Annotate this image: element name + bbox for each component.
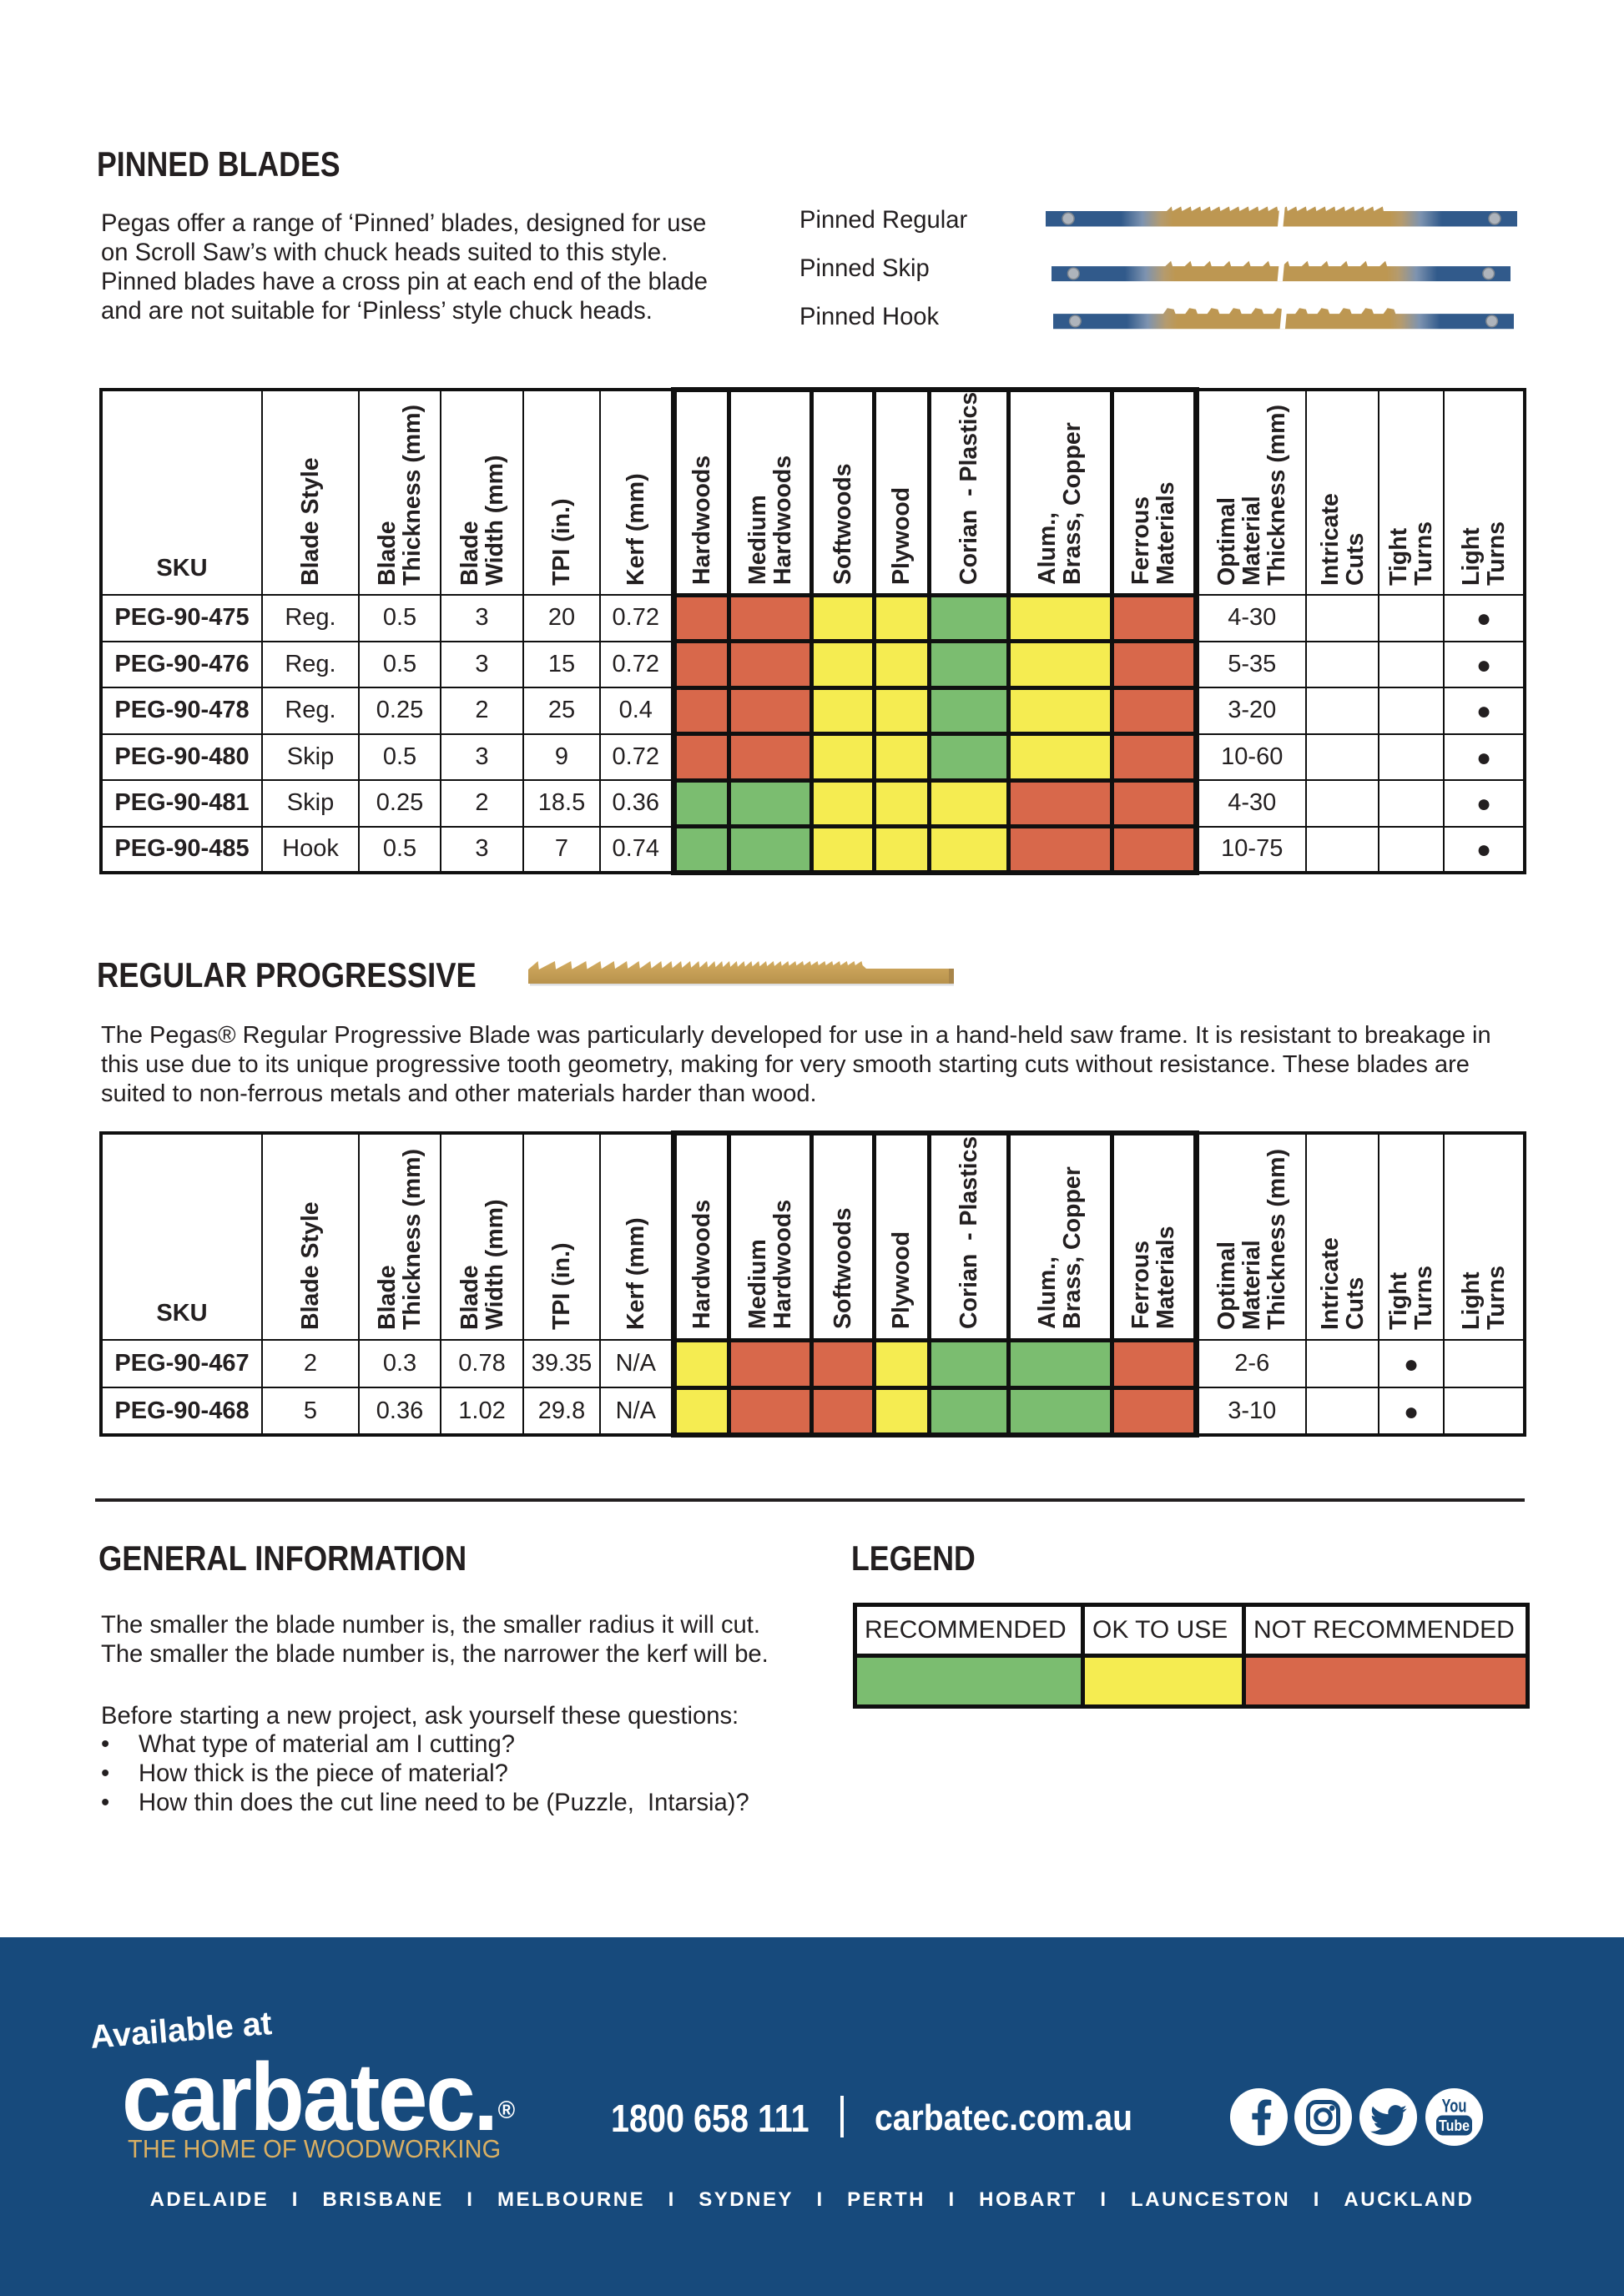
svg-text:Tube: Tube: [1439, 2117, 1470, 2134]
svg-text:You: You: [1442, 2096, 1467, 2117]
